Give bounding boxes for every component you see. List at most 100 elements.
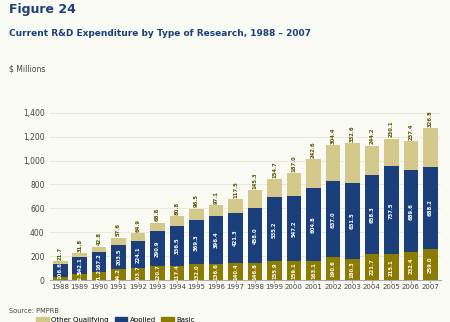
Bar: [384, 166, 399, 254]
Text: 658.3: 658.3: [369, 206, 374, 223]
Text: 159.1: 159.1: [292, 262, 297, 279]
Bar: [287, 173, 301, 196]
Bar: [53, 261, 68, 264]
Bar: [287, 261, 301, 280]
Bar: [150, 231, 165, 266]
Text: Source: PMPRB: Source: PMPRB: [9, 308, 59, 314]
Legend: Other Qualifying, Applied, Basic: Other Qualifying, Applied, Basic: [33, 314, 198, 322]
Text: 332.6: 332.6: [350, 126, 355, 142]
Text: 154.7: 154.7: [272, 161, 277, 178]
Text: 215.1: 215.1: [389, 259, 394, 276]
Text: 221.7: 221.7: [369, 259, 374, 275]
Bar: [53, 264, 68, 277]
Bar: [92, 251, 107, 272]
Text: 737.5: 737.5: [389, 202, 394, 219]
Text: 117.5: 117.5: [233, 181, 238, 198]
Text: 21.7: 21.7: [58, 247, 63, 260]
Bar: [384, 139, 399, 166]
Text: 290.9: 290.9: [155, 240, 160, 257]
Bar: [306, 188, 321, 260]
Text: 117.4: 117.4: [175, 265, 180, 281]
Text: $ Millions: $ Millions: [9, 64, 45, 73]
Bar: [150, 266, 165, 280]
Text: 97.1: 97.1: [214, 191, 219, 204]
Text: 132.0: 132.0: [194, 264, 199, 280]
Text: 64.9: 64.9: [135, 219, 140, 232]
Bar: [384, 254, 399, 280]
Text: 145.3: 145.3: [252, 173, 257, 189]
Bar: [170, 216, 184, 226]
Bar: [364, 175, 379, 254]
Bar: [423, 249, 437, 280]
Bar: [364, 254, 379, 280]
Text: 136.6: 136.6: [214, 263, 219, 280]
Bar: [248, 190, 262, 208]
Bar: [404, 170, 418, 252]
Bar: [248, 208, 262, 262]
Text: 103.7: 103.7: [135, 266, 140, 282]
Text: 396.4: 396.4: [214, 232, 219, 248]
Text: 155.9: 155.9: [272, 262, 277, 279]
Text: 547.2: 547.2: [292, 220, 297, 237]
Text: 535.2: 535.2: [272, 221, 277, 238]
Bar: [267, 261, 282, 280]
Text: 604.8: 604.8: [311, 216, 316, 233]
Text: 96.5: 96.5: [194, 194, 199, 207]
Text: 57.6: 57.6: [116, 223, 121, 236]
Bar: [92, 272, 107, 280]
Text: 71.2: 71.2: [97, 270, 102, 282]
Text: Figure 24: Figure 24: [9, 3, 76, 16]
Text: 80.8: 80.8: [175, 202, 180, 215]
Bar: [345, 143, 360, 183]
Bar: [267, 197, 282, 261]
Text: 242.6: 242.6: [311, 141, 316, 158]
Bar: [131, 233, 145, 241]
Bar: [170, 226, 184, 266]
Bar: [131, 241, 145, 268]
Bar: [170, 266, 184, 280]
Text: 224.1: 224.1: [135, 246, 140, 263]
Bar: [228, 263, 243, 280]
Bar: [209, 264, 223, 280]
Text: 689.6: 689.6: [408, 203, 413, 220]
Bar: [53, 277, 68, 280]
Bar: [404, 141, 418, 170]
Bar: [404, 252, 418, 280]
Text: 146.8: 146.8: [252, 263, 257, 280]
Bar: [131, 268, 145, 280]
Bar: [287, 196, 301, 261]
Bar: [228, 213, 243, 263]
Bar: [209, 205, 223, 216]
Bar: [72, 257, 87, 274]
Bar: [111, 238, 126, 244]
Bar: [209, 216, 223, 264]
Text: 120.7: 120.7: [155, 265, 160, 281]
Text: 304.4: 304.4: [330, 127, 335, 144]
Bar: [248, 262, 262, 280]
Text: 180.3: 180.3: [350, 261, 355, 278]
Bar: [72, 274, 87, 280]
Bar: [72, 253, 87, 257]
Bar: [364, 146, 379, 175]
Bar: [345, 259, 360, 280]
Text: 187.0: 187.0: [292, 155, 297, 172]
Bar: [189, 264, 204, 280]
Bar: [326, 181, 340, 257]
Bar: [111, 244, 126, 269]
Bar: [306, 159, 321, 188]
Text: 106.6: 106.6: [58, 262, 63, 279]
Bar: [326, 257, 340, 280]
Text: 203.5: 203.5: [116, 249, 121, 265]
Text: 458.0: 458.0: [252, 227, 257, 243]
Text: Current R&D Expenditure by Type of Research, 1988 – 2007: Current R&D Expenditure by Type of Resea…: [9, 29, 311, 38]
Text: 94.2: 94.2: [116, 268, 121, 281]
Text: 142.1: 142.1: [77, 257, 82, 274]
Text: 163.1: 163.1: [311, 262, 316, 279]
Text: 637.0: 637.0: [330, 211, 335, 228]
Text: 230.1: 230.1: [389, 121, 394, 137]
Bar: [423, 167, 437, 249]
Text: 326.8: 326.8: [428, 110, 433, 127]
Bar: [189, 209, 204, 220]
Text: 167.2: 167.2: [97, 253, 102, 270]
Text: 42.8: 42.8: [97, 232, 102, 245]
